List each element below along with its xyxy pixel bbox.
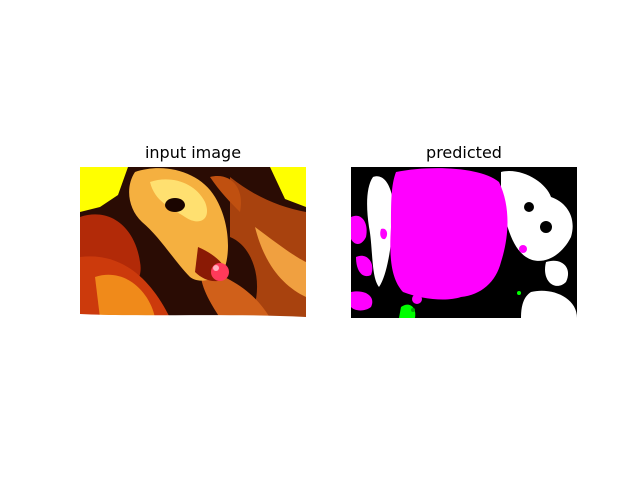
predicted-mask [351,167,577,318]
input-image [80,167,306,318]
predicted-title: predicted [426,143,502,162]
input-image-title: input image [144,143,242,162]
